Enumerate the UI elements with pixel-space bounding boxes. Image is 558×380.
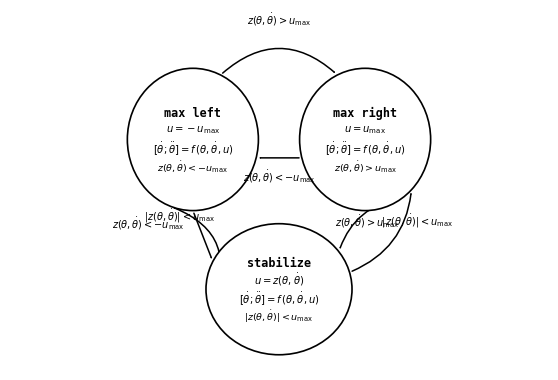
Text: stabilize: stabilize bbox=[247, 256, 311, 269]
Text: $u = -u_{\mathrm{max}}$: $u = -u_{\mathrm{max}}$ bbox=[166, 124, 220, 136]
FancyArrowPatch shape bbox=[340, 198, 400, 248]
Text: $z(\theta, \dot{\theta}) < -u_{\mathrm{max}}$: $z(\theta, \dot{\theta}) < -u_{\mathrm{m… bbox=[157, 160, 228, 175]
Text: $[\dot{\theta};\ddot{\theta}]= f\,(\theta, \dot{\theta}, u)$: $[\dot{\theta};\ddot{\theta}]= f\,(\thet… bbox=[239, 290, 319, 307]
Text: $z(\theta, \dot{\theta}) > u_{\mathrm{max}}$: $z(\theta, \dot{\theta}) > u_{\mathrm{ma… bbox=[334, 160, 397, 175]
FancyArrowPatch shape bbox=[174, 208, 220, 304]
Text: $z(\theta, \dot{\theta}) > u_{\mathrm{max}}$: $z(\theta, \dot{\theta}) > u_{\mathrm{ma… bbox=[335, 214, 399, 230]
Text: $|\,z(\theta, \dot{\theta})| < u_{\mathrm{max}}$: $|\,z(\theta, \dot{\theta})| < u_{\mathr… bbox=[381, 213, 454, 230]
Text: $u = u_{\mathrm{max}}$: $u = u_{\mathrm{max}}$ bbox=[344, 124, 386, 136]
Text: $z(\theta, \dot{\theta}) < -u_{\mathrm{max}}$: $z(\theta, \dot{\theta}) < -u_{\mathrm{m… bbox=[112, 215, 185, 232]
Text: max right: max right bbox=[333, 107, 397, 120]
Text: $[\dot{\theta};\ddot{\theta}]= f\,(\theta, \dot{\theta}, u)$: $[\dot{\theta};\ddot{\theta}]= f\,(\thet… bbox=[325, 140, 406, 157]
FancyArrowPatch shape bbox=[223, 48, 334, 73]
Text: $z(\theta, \dot{\theta}) < -u_{\mathrm{max}}$: $z(\theta, \dot{\theta}) < -u_{\mathrm{m… bbox=[243, 169, 315, 185]
Text: $u = z(\theta, \dot{\theta})$: $u = z(\theta, \dot{\theta})$ bbox=[254, 272, 304, 288]
Text: $[\dot{\theta};\ddot{\theta}]= f\,(\theta, \dot{\theta}, u)$: $[\dot{\theta};\ddot{\theta}]= f\,(\thet… bbox=[152, 140, 233, 157]
Text: $z(\theta, \dot{\theta}) > u_{\mathrm{max}}$: $z(\theta, \dot{\theta}) > u_{\mathrm{ma… bbox=[247, 11, 311, 28]
Ellipse shape bbox=[206, 224, 352, 355]
Text: $|z(\theta, \dot{\theta})| < u_{\mathrm{max}}$: $|z(\theta, \dot{\theta})| < u_{\mathrm{… bbox=[244, 309, 314, 325]
Text: $|z(\theta, \dot{\theta})| < u_{\mathrm{max}}$: $|z(\theta, \dot{\theta})| < u_{\mathrm{… bbox=[145, 207, 215, 225]
FancyArrowPatch shape bbox=[194, 213, 211, 258]
Ellipse shape bbox=[300, 68, 431, 211]
Text: max left: max left bbox=[165, 107, 222, 120]
FancyArrowPatch shape bbox=[352, 194, 411, 271]
Ellipse shape bbox=[127, 68, 258, 211]
